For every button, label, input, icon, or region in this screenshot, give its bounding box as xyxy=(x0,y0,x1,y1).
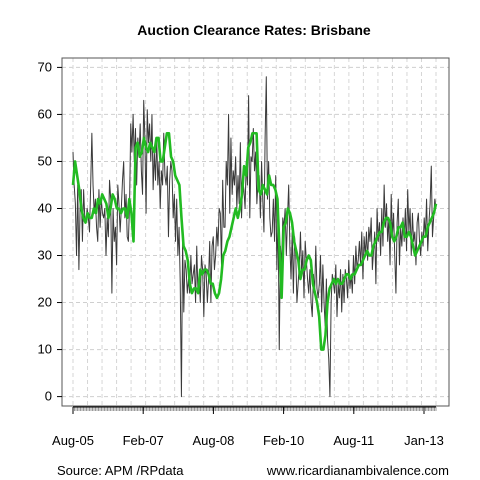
x-tick-label: Aug-11 xyxy=(333,433,374,448)
weekly-series xyxy=(72,76,437,398)
website-note: www.ricardianambivalence.com xyxy=(266,463,449,478)
chart-title: Auction Clearance Rates: Brisbane xyxy=(137,22,371,38)
y-axis: 0 10 20 30 40 50 60 70 xyxy=(38,59,62,404)
plot-frame xyxy=(61,57,450,407)
y-tick-label: 60 xyxy=(38,106,52,121)
y-tick-label: 50 xyxy=(38,153,52,168)
x-axis: Aug-05 Feb-07 Aug-08 Feb-10 Aug-11 Jan-13 xyxy=(52,406,444,448)
y-tick-label: 0 xyxy=(45,389,52,404)
x-tick-label: Feb-10 xyxy=(263,433,304,448)
x-tick-label: Jan-13 xyxy=(404,433,444,448)
y-tick-label: 10 xyxy=(38,342,52,357)
source-note: Source: APM /RPdata xyxy=(57,463,184,478)
weekly-series-line xyxy=(72,76,437,398)
x-tick-label: Aug-08 xyxy=(192,433,234,448)
y-tick-label: 70 xyxy=(38,59,52,74)
y-tick-label: 20 xyxy=(38,295,52,310)
grid xyxy=(62,58,449,406)
x-tick-label: Feb-07 xyxy=(123,433,164,448)
y-tick-label: 30 xyxy=(38,248,52,263)
y-tick-label: 40 xyxy=(38,200,52,215)
smoothed-series xyxy=(71,131,438,351)
x-tick-label: Aug-05 xyxy=(52,433,94,448)
smoothed-series-line xyxy=(71,131,438,351)
